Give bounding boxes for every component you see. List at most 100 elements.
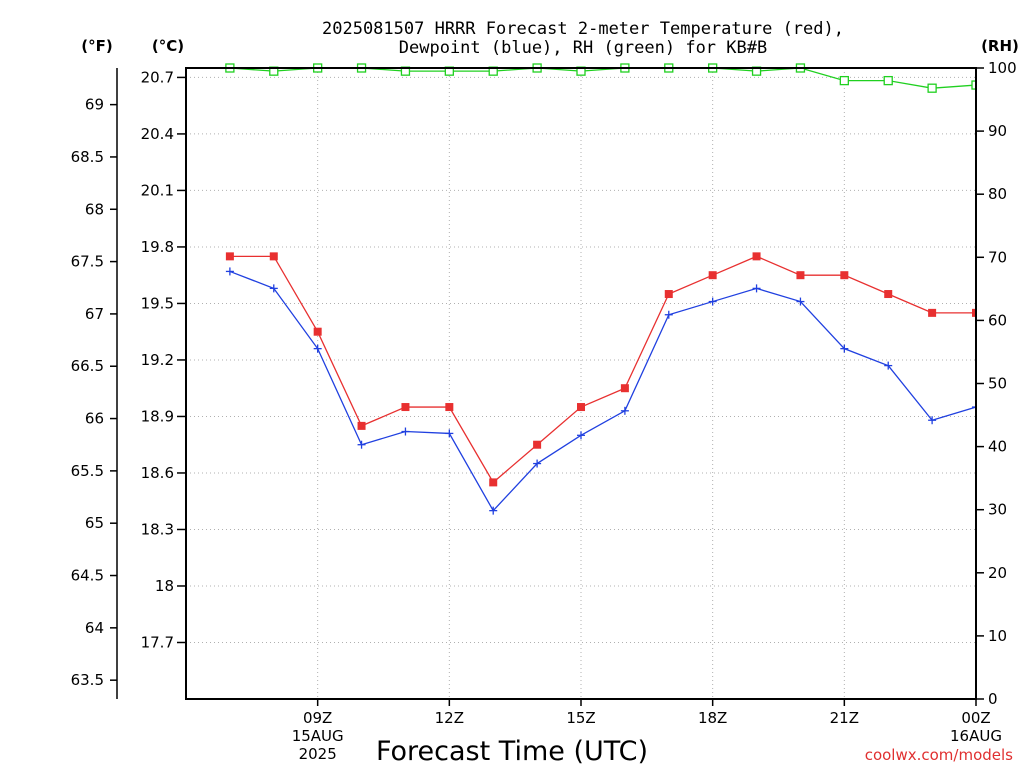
data-point [1016, 416, 1024, 424]
rh-tick-label: 80 [988, 185, 1007, 203]
rh-tick-label: 40 [988, 438, 1007, 456]
fahrenheit-tick-label: 65 [85, 514, 104, 532]
celsius-tick-label: 19.8 [141, 238, 174, 256]
watermark: coolwx.com/models [865, 746, 1013, 764]
data-point [401, 427, 410, 436]
celsius-tick-label: 18 [155, 577, 174, 595]
rh-tick-label: 90 [988, 122, 1007, 140]
data-point [708, 297, 717, 306]
celsius-tick-label: 20.7 [141, 68, 174, 86]
x-tick-label: 15Z [566, 709, 595, 727]
data-point [927, 83, 937, 93]
fahrenheit-tick-label: 66.5 [71, 357, 104, 375]
fahrenheit-tick-label: 65.5 [71, 462, 104, 480]
series-layer [225, 63, 1024, 515]
data-point [928, 308, 937, 317]
data-point [533, 440, 542, 449]
fahrenheit-tick-label: 69 [85, 96, 104, 114]
plot-frame [185, 67, 977, 700]
data-point [840, 344, 849, 353]
fahrenheit-tick-label: 66 [85, 410, 104, 428]
data-point [1016, 365, 1024, 373]
fahrenheit-tick-label: 67 [85, 305, 104, 323]
celsius-tick-label: 18.9 [141, 407, 174, 425]
grid-lines [186, 68, 977, 699]
data-point [752, 284, 761, 293]
data-point [928, 416, 937, 425]
data-point [620, 384, 629, 393]
chart-title-line2: Dewpoint (blue), RH (green) for KB#B [399, 38, 767, 58]
x-tick-label: 09Z [303, 709, 332, 727]
data-point [664, 310, 673, 319]
celsius-tick-label: 18.6 [141, 464, 174, 482]
x-axis-title: Forecast Time (UTC) [376, 736, 648, 767]
x-tick-label: 16AUG [950, 727, 1002, 745]
rh-tick-label: 60 [988, 311, 1007, 329]
data-point [972, 308, 976, 317]
celsius-tick-label: 20.4 [141, 125, 174, 143]
data-point [971, 80, 976, 90]
series-0 [225, 252, 1024, 487]
fahrenheit-tick-label: 64.5 [71, 567, 104, 585]
rh-tick-label: 10 [988, 627, 1007, 645]
data-point [225, 267, 234, 276]
x-tick-label: 2025 [299, 745, 337, 763]
data-point [533, 459, 542, 468]
fahrenheit-tick-label: 68 [85, 200, 104, 218]
data-point [269, 252, 278, 261]
rh-unit-label: (RH) [981, 37, 1019, 55]
fahrenheit-tick-label: 67.5 [71, 253, 104, 271]
x-tick-label: 21Z [830, 709, 859, 727]
fahrenheit-tick-label: 68.5 [71, 148, 104, 166]
data-point [972, 403, 976, 412]
rh-tick-label: 100 [988, 59, 1017, 77]
data-point [401, 403, 410, 412]
x-tick-label: 00Z [961, 709, 990, 727]
celsius-tick-label: 19.2 [141, 351, 174, 369]
data-point [1016, 69, 1024, 77]
data-point [883, 75, 893, 86]
celsius-tick-label: 18.3 [141, 520, 174, 538]
data-point [357, 421, 366, 430]
data-point [796, 271, 805, 280]
data-point [445, 403, 454, 412]
series-1 [225, 267, 1024, 515]
data-point [357, 440, 366, 449]
fahrenheit-unit-label: (°F) [81, 37, 112, 55]
data-point [577, 403, 585, 412]
data-point [269, 284, 278, 293]
chart-title-line1: 2025081507 HRRR Forecast 2-meter Tempera… [322, 19, 844, 39]
fahrenheit-tick-label: 63.5 [71, 671, 104, 689]
data-point [884, 290, 893, 299]
data-point [313, 344, 322, 353]
rh-tick-label: 20 [988, 564, 1007, 582]
celsius-tick-label: 19.5 [141, 294, 174, 312]
rh-tick-label: 70 [988, 248, 1007, 266]
axes [110, 67, 984, 706]
data-point [489, 506, 498, 515]
data-point [489, 478, 498, 487]
series-line [229, 255, 976, 484]
data-point [796, 297, 805, 306]
data-point [225, 252, 234, 261]
data-point [752, 252, 761, 261]
data-point [577, 431, 585, 440]
rh-tick-label: 30 [988, 501, 1007, 519]
x-tick-label: 18Z [698, 709, 727, 727]
data-point [664, 290, 673, 299]
fahrenheit-tick-label: 64 [85, 619, 104, 637]
x-tick-label: 15AUG [292, 727, 344, 745]
data-point [840, 271, 849, 280]
celsius-tick-label: 20.1 [141, 181, 174, 199]
data-point [884, 361, 893, 370]
celsius-unit-label: (°C) [152, 37, 184, 55]
rh-tick-label: 0 [988, 690, 998, 708]
celsius-tick-label: 17.7 [141, 633, 174, 651]
data-point [313, 327, 322, 336]
data-point [620, 406, 629, 415]
data-point [708, 271, 717, 280]
data-point [445, 429, 454, 438]
rh-tick-label: 50 [988, 375, 1007, 393]
